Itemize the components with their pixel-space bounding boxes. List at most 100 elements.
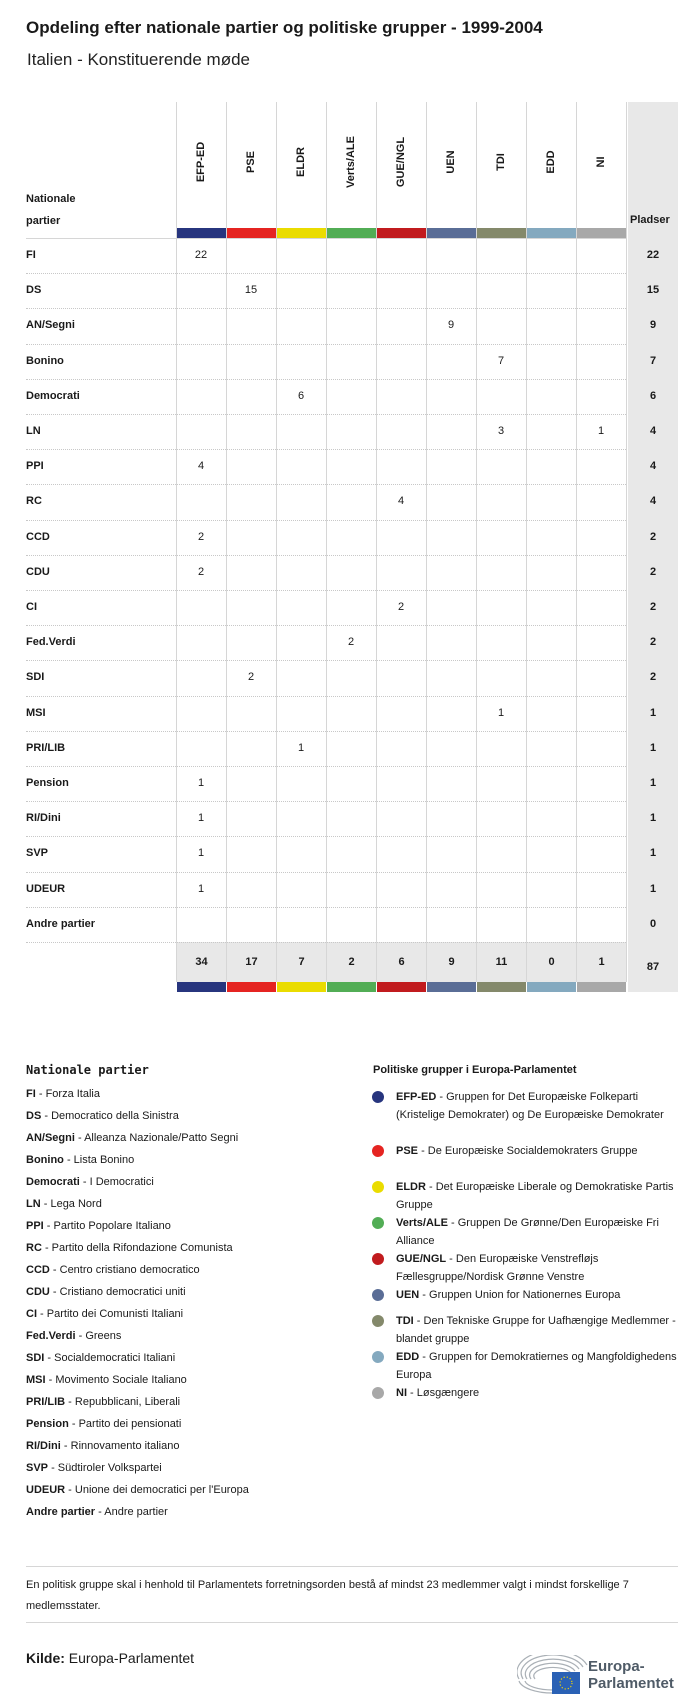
column-header: NI (576, 102, 626, 238)
party-abbr: LN (26, 1198, 41, 1210)
column-divider (576, 102, 577, 982)
row-party-label: Andre partier (26, 917, 96, 930)
party-name: Movimento Sociale Italiano (55, 1374, 187, 1386)
column-header: EFP-ED (176, 102, 226, 238)
group-color-bar (227, 982, 276, 992)
row-total: 22 (646, 249, 660, 261)
row-party-label: CCD (26, 530, 50, 543)
source-label: Kilde: (26, 1650, 65, 1666)
national-legend-item: DS - Democratico della Sinistra (26, 1110, 179, 1122)
party-abbr: Democrati (26, 1176, 80, 1188)
seat-value: 9 (447, 319, 455, 332)
column-header-label: PSE (245, 150, 257, 174)
seat-value: 4 (197, 460, 205, 473)
row-party-label: PRI/LIB (26, 741, 66, 754)
group-color-dot (372, 1351, 384, 1363)
column-divider (176, 102, 177, 982)
party-name: Cristiano democratici uniti (59, 1286, 186, 1298)
national-legend-item: RC - Partito della Rifondazione Comunist… (26, 1242, 233, 1254)
party-name: Andre partier (104, 1506, 168, 1518)
party-abbr: CCD (26, 1264, 50, 1276)
seat-value: 22 (194, 249, 208, 261)
column-total: 0 (527, 942, 576, 982)
party-name: Alleanza Nazionale/Patto Segni (84, 1132, 239, 1144)
row-divider (26, 414, 626, 415)
group-legend-item: EFP-ED - Gruppen for Det Europæiske Folk… (396, 1091, 664, 1121)
row-divider (26, 378, 626, 380)
row-party-label: RC (26, 495, 42, 508)
row-divider (26, 906, 626, 908)
group-abbr: EFP-ED (396, 1091, 437, 1103)
national-legend-item: CCD - Centro cristiano democratico (26, 1264, 200, 1276)
party-abbr: CI (26, 1308, 37, 1320)
group-legend-item: PSE - De Europæiske Socialdemokraters Gr… (396, 1145, 638, 1157)
column-total: 6 (377, 942, 426, 982)
party-abbr: Fed.Verdi (26, 1330, 76, 1342)
group-color-dot (372, 1289, 384, 1301)
national-legend-heading: Nationale partier (26, 1063, 149, 1077)
party-abbr: Pension (26, 1418, 69, 1430)
seat-value: 4 (397, 495, 405, 508)
row-divider (26, 766, 626, 767)
total-header: Pladser (630, 214, 670, 226)
row-party-label: Pension (26, 777, 69, 789)
row-total: 1 (649, 741, 657, 754)
column-header-label: Verts/ALE (345, 136, 357, 188)
seat-value: 2 (347, 636, 355, 649)
party-abbr: PRI/LIB (26, 1396, 66, 1408)
row-total: 1 (649, 847, 657, 860)
group-name: De Europæiske Socialdemokraters Gruppe (427, 1145, 638, 1157)
row-total: 4 (649, 495, 657, 508)
group-color-bar (227, 228, 276, 238)
column-header-label: GUE/NGL (395, 136, 407, 188)
national-legend-item: SDI - Socialdemocratici Italiani (26, 1352, 176, 1364)
row-total: 6 (649, 389, 657, 402)
party-abbr: AN/Segni (26, 1132, 75, 1144)
row-divider (26, 273, 626, 275)
column-total: 7 (277, 942, 326, 982)
national-legend-item: Pension - Partito dei pensionati (26, 1418, 182, 1430)
group-color-bar (277, 228, 326, 238)
group-name: Løsgængere (416, 1387, 480, 1399)
column-total: 17 (227, 942, 276, 982)
party-name: Lista Bonino (73, 1154, 135, 1166)
row-total: 1 (649, 706, 657, 719)
national-legend-item: UDEUR - Unione dei democratici per l'Eur… (26, 1484, 249, 1496)
chart-subtitle: Italien - Konstituerende møde (27, 50, 251, 69)
group-name: Gruppen for Det Europæiske Folkeparti (K… (396, 1091, 664, 1121)
party-name: Rinnovamento italiano (70, 1440, 180, 1452)
row-divider (26, 730, 626, 732)
row-party-label: PPI (26, 460, 44, 473)
row-total: 4 (649, 460, 657, 473)
seat-value: 1 (197, 777, 205, 789)
row-total: 9 (649, 319, 657, 332)
group-color-dot (372, 1253, 384, 1265)
column-divider (426, 102, 427, 982)
party-abbr: DS (26, 1110, 42, 1122)
national-legend-item: MSI - Movimento Sociale Italiano (26, 1374, 187, 1386)
row-total: 7 (649, 354, 657, 367)
column-header: EDD (526, 102, 576, 238)
national-legend-item: Fed.Verdi - Greens (26, 1330, 122, 1342)
group-color-bar (377, 982, 426, 992)
national-legend-item: Andre partier - Andre partier (26, 1506, 168, 1518)
row-total: 2 (649, 671, 657, 684)
column-header: PSE (226, 102, 276, 238)
group-color-bar (277, 982, 326, 992)
column-header-label: NI (595, 156, 607, 168)
row-party-label: DS (26, 284, 42, 297)
seat-value: 1 (597, 425, 605, 437)
seat-value: 2 (197, 530, 205, 543)
group-name: Gruppen for Demokratiernes og Mangfoldig… (396, 1351, 677, 1381)
party-abbr: UDEUR (26, 1484, 66, 1496)
grand-total: 87 (628, 942, 678, 992)
group-color-bar (577, 228, 626, 238)
seat-value: 1 (297, 741, 305, 754)
column-header-label: UEN (445, 150, 457, 174)
group-color-bar (177, 982, 226, 992)
group-legend-item: NI - Løsgængere (396, 1387, 480, 1399)
row-total: 1 (649, 882, 657, 895)
group-name: Gruppen De Grønne/Den Europæiske Fri All… (396, 1217, 659, 1247)
national-legend-item: LN - Lega Nord (26, 1198, 102, 1210)
logo-text: Europa-Parlamentet (588, 1658, 674, 1692)
